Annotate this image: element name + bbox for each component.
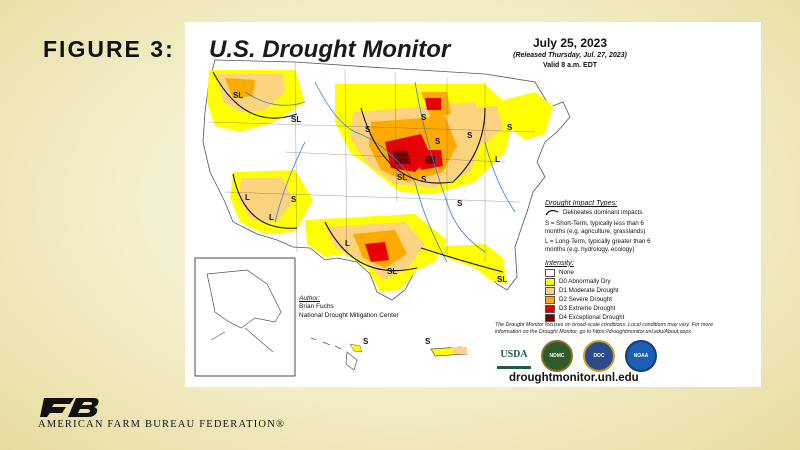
drought-map: SL SL S L L S S S SL S S L SL SL S L S S <box>194 59 571 377</box>
impact-line-row: Delineates dominant impacts <box>545 209 755 217</box>
region-label: SL <box>397 173 407 182</box>
d1-great-basin <box>239 178 293 222</box>
partner-logos: USDA NDMC DOC NOAA <box>497 340 657 372</box>
region-label: L <box>345 239 350 248</box>
d3-wisconsin <box>425 98 441 110</box>
region-label: SL <box>291 115 301 124</box>
d3-texas <box>365 242 389 262</box>
legend-label: D2 Severe Drought <box>559 295 612 303</box>
region-label: L <box>245 193 250 202</box>
region-label: SL <box>387 267 397 276</box>
legend-label: None <box>559 268 574 276</box>
d2-northwest <box>225 78 255 98</box>
drought-map-card: SL SL S L L S S S SL S S L SL SL S L S S <box>185 22 761 387</box>
alaska-shape <box>206 269 282 353</box>
fb-logo <box>40 398 99 417</box>
figure-label: FIGURE 3: <box>43 36 175 62</box>
date-block: July 25, 2023 (Released Thursday, Jul. 2… <box>485 36 655 69</box>
map-title: U.S. Drought Monitor <box>209 36 451 63</box>
region-label: S <box>365 125 371 134</box>
legend-swatch <box>545 277 555 286</box>
region-label: SL <box>497 275 507 284</box>
region-label: L <box>269 213 274 222</box>
doc-logo: DOC <box>583 340 615 372</box>
hawaii-label: S <box>363 337 369 346</box>
legend-item: D1 Moderate Drought <box>545 286 755 295</box>
short-term-text: S = Short-Term, typically less than 6 mo… <box>545 219 646 235</box>
legend-swatch <box>545 295 555 304</box>
d1-great-lakes <box>457 106 503 144</box>
legend-item: D0 Abnormally Dry <box>545 277 755 286</box>
author-heading: Author: <box>299 295 320 302</box>
d0-southeast <box>425 244 507 284</box>
disclaimer-note: The Drought Monitor focuses on broad-sca… <box>495 322 714 335</box>
hawaii-inset: S <box>310 337 369 371</box>
region-label: S <box>507 123 513 132</box>
legend-item: None <box>545 268 755 277</box>
impact-boundaries <box>212 71 504 273</box>
d0-northeast <box>503 92 553 140</box>
legend-item: D3 Extreme Drought <box>545 304 755 313</box>
region-label: S <box>467 131 473 140</box>
author-block: Author: Brian Fuchs National Drought Mit… <box>299 295 399 320</box>
rivers <box>244 81 516 263</box>
legend-swatch <box>545 286 555 295</box>
site-url[interactable]: droughtmonitor.unl.edu <box>509 372 639 384</box>
org-name: AMERICAN FARM BUREAU FEDERATION® <box>38 419 286 430</box>
legend: Drought Impact Types: Delineates dominan… <box>545 198 755 323</box>
region-label: L <box>495 155 500 164</box>
legend-label: D1 Moderate Drought <box>559 286 619 294</box>
map-date: July 25, 2023 <box>532 36 608 50</box>
puerto-rico-inset: S <box>425 337 468 357</box>
d4-plains <box>393 150 411 164</box>
legend-swatch <box>545 304 555 313</box>
legend-swatch <box>545 313 555 322</box>
intensity-items: None D0 Abnormally Dry D1 Moderate Drought… <box>545 268 755 322</box>
ndmc-logo: NDMC <box>541 340 573 372</box>
puerto-rico-label: S <box>425 337 431 346</box>
region-label: S <box>457 199 463 208</box>
region-label: S <box>421 113 427 122</box>
impact-line-label: Delineates dominant impacts <box>563 209 643 216</box>
legend-swatch <box>545 268 555 277</box>
impact-line-icon <box>545 210 559 216</box>
legend-item: D2 Severe Drought <box>545 295 755 304</box>
author-name: Brian Fuchs <box>299 303 334 311</box>
intensity-heading: Intensity: <box>545 257 574 267</box>
legend-label: D3 Extreme Drought <box>559 304 616 312</box>
long-term-text: L = Long-Term, typically greater than 6 … <box>545 238 651 253</box>
usda-logo: USDA <box>497 343 531 369</box>
region-label: SL <box>233 91 243 100</box>
legend-label: D4 Exceptional Drought <box>559 313 625 321</box>
region-label: S <box>291 195 297 204</box>
noaa-logo: NOAA <box>625 340 657 372</box>
impact-heading: Drought Impact Types: <box>545 198 618 207</box>
region-label: S <box>421 175 427 184</box>
release-date: (Released Thursday, Jul. 27, 2023) <box>513 52 627 59</box>
author-org: National Drought Mitigation Center <box>299 311 399 319</box>
legend-item: D4 Exceptional Drought <box>545 313 755 322</box>
region-label: S <box>435 137 441 146</box>
state-lines <box>208 61 536 262</box>
valid-time: Valid 8 a.m. EDT <box>542 62 598 69</box>
legend-label: D0 Abnormally Dry <box>559 277 611 285</box>
